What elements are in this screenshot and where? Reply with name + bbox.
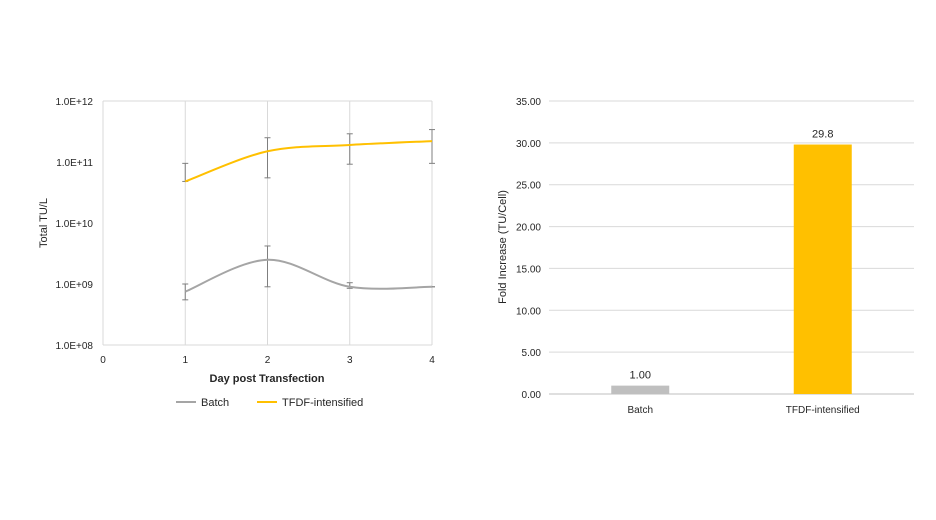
- line-chart-y-ticks: 1.0E+08 1.0E+09 1.0E+10 1.0E+11 1.0E+12: [55, 97, 93, 352]
- line-chart-series: [182, 129, 435, 301]
- bar-batch: [611, 385, 670, 394]
- line-chart-legend: Batch TFDF-intensified: [176, 397, 363, 409]
- x-tick-label: Batch: [627, 405, 653, 416]
- line-chart-x-axis-title: Day post Transfection: [210, 373, 325, 385]
- y-tick-label: 1.0E+11: [56, 158, 93, 169]
- y-tick-label: 1.0E+12: [55, 97, 93, 108]
- y-tick-label: 15.00: [516, 264, 541, 275]
- x-tick-label: 1: [182, 355, 188, 366]
- legend-label-batch: Batch: [201, 397, 229, 409]
- y-tick-label: 20.00: [516, 223, 541, 234]
- bar-chart-fold-increase: 0.00 5.00 10.00 15.00 20.00 25.00 30.00 35.00 1…: [497, 97, 914, 416]
- y-tick-label: 30.00: [516, 139, 541, 150]
- bar-chart-gridlines: [549, 100, 914, 395]
- y-tick-label: 1.0E+08: [55, 341, 93, 352]
- legend-label-tfdf: TFDF-intensified: [282, 397, 363, 409]
- x-tick-label: 3: [347, 355, 353, 366]
- y-tick-label: 35.00: [516, 97, 541, 108]
- x-tick-label: 0: [100, 355, 106, 366]
- bar-chart-y-ticks: 0.00 5.00 10.00 15.00 20.00 25.00 30.00 35.00: [516, 97, 541, 401]
- bar-data-label: 1.00: [630, 370, 651, 382]
- bar-chart-x-ticks: Batch TFDF-intensified: [627, 405, 859, 416]
- y-tick-label: 0.00: [522, 390, 542, 401]
- y-tick-label: 10.00: [516, 306, 541, 317]
- line-chart-total-tu: 1.0E+08 1.0E+09 1.0E+10 1.0E+11 1.0E+12 0 1 2 3…: [38, 97, 435, 409]
- line-chart-y-axis-title: Total TU/L: [38, 198, 50, 248]
- series-line: [184, 140, 433, 183]
- x-tick-label: TFDF-intensified: [786, 405, 860, 416]
- series-line: [184, 258, 433, 293]
- bar-data-label: 29.8: [812, 129, 833, 141]
- y-tick-label: 1.0E+09: [55, 280, 93, 291]
- x-tick-label: 2: [265, 355, 271, 366]
- series-tfdf-intensified: [182, 129, 435, 183]
- y-tick-label: 5.00: [522, 348, 542, 359]
- series-batch: [182, 245, 435, 301]
- bar-tfdf-intensified: [793, 144, 852, 394]
- y-tick-label: 1.0E+10: [55, 219, 93, 230]
- x-tick-label: 4: [429, 355, 435, 366]
- bar-chart-bars: 1.00 29.8: [611, 129, 852, 394]
- y-tick-label: 25.00: [516, 181, 541, 192]
- line-chart-x-ticks: 0 1 2 3 4: [100, 355, 435, 366]
- bar-chart-y-axis-title: Fold Increase (TU/Cell): [497, 190, 509, 304]
